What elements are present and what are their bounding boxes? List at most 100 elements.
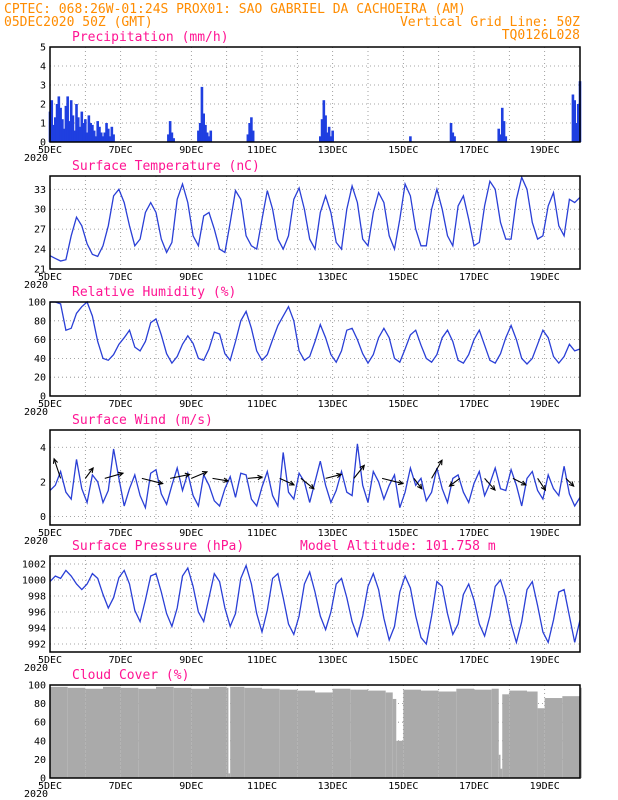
wind-arrow: [431, 459, 443, 479]
wind-arrow: [84, 466, 94, 479]
cloud-cover-bar: [120, 687, 139, 778]
series-line: [49, 443, 581, 511]
x-year-label: 2020: [24, 280, 48, 291]
precip-bar: [89, 123, 92, 142]
x-tick-label: 9DEC: [179, 781, 203, 792]
x-tick-label: 7DEC: [109, 528, 133, 539]
cloud-cover-bar: [297, 690, 315, 778]
precip-bar: [573, 100, 576, 142]
panel-frame: [49, 429, 581, 526]
y-tick-label: 80: [34, 699, 46, 710]
wind-arrow: [52, 457, 62, 479]
precip-bar: [101, 136, 105, 142]
precip-bar: [75, 104, 78, 142]
precip-bar: [172, 138, 175, 142]
precip-bar: [167, 134, 170, 142]
precip-bar: [84, 119, 87, 142]
precip-bar: [78, 126, 82, 142]
x-tick-label: 7DEC: [109, 272, 133, 283]
precip-bar: [248, 123, 251, 142]
x-year-label: 2020: [24, 407, 48, 418]
precip-bar: [108, 136, 112, 142]
y-tick-label: 0: [40, 512, 46, 523]
cloud-cover-bar: [228, 773, 231, 778]
precip-bar: [59, 107, 62, 142]
x-tick-label: 9DEC: [179, 655, 203, 666]
x-year-label: 2020: [24, 153, 48, 164]
precip-bar: [576, 104, 580, 142]
y-tick-label: 4: [40, 62, 46, 73]
precip-bar: [105, 123, 108, 142]
wind-arrow: [448, 477, 461, 487]
y-tick-label: 0: [40, 774, 46, 785]
precip-bar: [326, 132, 329, 142]
x-tick-label: 15DEC: [388, 399, 418, 410]
wind-arrow: [353, 464, 366, 479]
y-tick-label: 100: [28, 298, 46, 309]
cloud-cover-bar: [403, 689, 421, 778]
precip-bar: [69, 100, 73, 142]
panel-frame: [49, 684, 581, 779]
x-tick-label: 9DEC: [179, 145, 203, 156]
precip-bar: [94, 136, 98, 142]
wind-arrow: [104, 471, 125, 479]
cloud-cover-bar: [438, 691, 457, 778]
precip-bar: [320, 119, 324, 142]
precip-bar: [327, 126, 331, 142]
x-tick-label: 19DEC: [530, 655, 560, 666]
wind-arrow: [484, 477, 496, 492]
panel-3: 0 2 4 Surface Wind (m/s) 5DEC 7DEC 9DEC 11DEC 13…: [24, 413, 581, 547]
cloud-cover-bar: [537, 708, 545, 778]
precip-bar: [209, 130, 213, 142]
precip-bar: [197, 130, 200, 142]
x-tick-label: 11DEC: [247, 655, 277, 666]
header-line-1: CPTEC: 068:26W-01:24S PROX01: SAO GABRIE…: [4, 2, 466, 17]
cloud-cover-bar: [368, 690, 386, 778]
cloud-cover-bar: [279, 689, 298, 778]
y-tick-label: 60: [34, 335, 46, 346]
y-tick-label: 30: [34, 205, 46, 216]
wind-arrow: [537, 478, 547, 492]
x-tick-label: 11DEC: [247, 528, 277, 539]
precip-bar: [499, 134, 502, 142]
series-line: [49, 175, 581, 262]
y-tick-label: 21: [34, 265, 46, 276]
y-tick-label: 0: [40, 392, 46, 403]
cloud-cover-bar: [191, 688, 209, 778]
y-tick-label: 40: [34, 354, 46, 365]
x-tick-label: 13DEC: [318, 655, 348, 666]
y-tick-label: 1002: [22, 560, 46, 571]
y-tick-label: 0: [40, 138, 46, 149]
precip-bar: [409, 136, 412, 142]
x-tick-label: 9DEC: [179, 399, 203, 410]
precip-bar: [451, 132, 455, 142]
y-tick-label: 20: [34, 373, 46, 384]
panel-title: Surface Temperature (nC): [72, 159, 260, 174]
y-tick-label: 60: [34, 718, 46, 729]
precip-bar: [76, 117, 80, 142]
precip-bar: [71, 115, 75, 142]
precip-bar: [453, 136, 456, 142]
precip-bar: [62, 128, 66, 142]
series-line: [49, 563, 581, 646]
x-tick-label: 13DEC: [318, 528, 348, 539]
precip-bar: [246, 134, 250, 142]
panel-annotation: Model Altitude: 101.758 m: [300, 539, 496, 554]
x-tick-label: 13DEC: [318, 145, 348, 156]
panels: 0 1 2 3 4 5 Precipitation (mm/h) 5DEC 7DEC 9DEC 11…: [22, 30, 582, 800]
precip-bar: [96, 121, 99, 142]
y-tick-label: 5: [40, 43, 46, 54]
x-tick-label: 17DEC: [459, 528, 489, 539]
panel-title: Precipitation (mm/h): [72, 30, 229, 45]
wind-arrow: [141, 477, 164, 486]
precip-bar: [571, 94, 575, 142]
precip-bar: [200, 86, 204, 142]
precip-bar: [99, 132, 103, 142]
precip-bar: [103, 132, 107, 142]
y-tick-label: 40: [34, 736, 46, 747]
precip-bar: [198, 123, 202, 142]
precip-bar: [449, 123, 453, 142]
precip-bar: [502, 121, 506, 142]
x-tick-label: 11DEC: [247, 145, 277, 156]
precip-bar: [82, 123, 85, 142]
